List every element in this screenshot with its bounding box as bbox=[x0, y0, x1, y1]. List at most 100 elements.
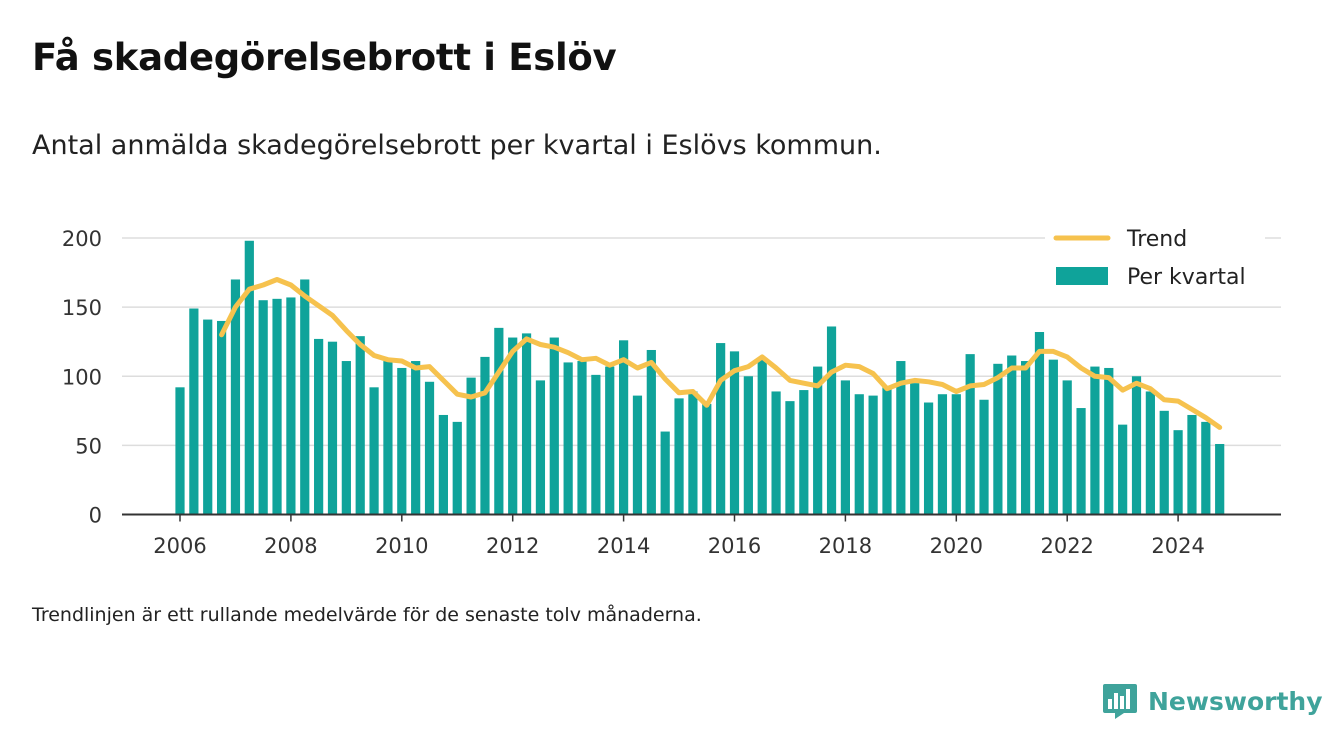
bar bbox=[272, 298, 282, 515]
y-tick-label: 200 bbox=[62, 227, 102, 251]
chart-subtitle: Antal anmälda skadegörelsebrott per kvar… bbox=[32, 130, 882, 161]
bar bbox=[591, 374, 601, 515]
bar bbox=[646, 349, 656, 515]
bar bbox=[300, 279, 310, 515]
bar bbox=[826, 326, 837, 515]
bar bbox=[383, 361, 393, 515]
bar bbox=[799, 390, 809, 515]
bar bbox=[577, 361, 587, 515]
bar bbox=[189, 308, 199, 515]
legend-bar-swatch bbox=[1056, 267, 1108, 285]
bar bbox=[1159, 410, 1169, 515]
bar bbox=[674, 398, 684, 515]
bar bbox=[1048, 359, 1058, 515]
bar bbox=[1021, 361, 1031, 515]
bar bbox=[702, 403, 712, 515]
bar bbox=[1173, 430, 1183, 515]
bar-series bbox=[175, 240, 1225, 515]
x-axis-ticks: 2006 2008 2010 2012 2014 2016 2018 2020 2022 2024 bbox=[153, 514, 1205, 558]
brand-name: Newsworthy bbox=[1148, 686, 1323, 716]
bar bbox=[258, 300, 268, 515]
bar bbox=[785, 401, 795, 515]
bar bbox=[175, 387, 185, 515]
bar bbox=[1201, 421, 1211, 515]
bar bbox=[327, 341, 338, 515]
bar bbox=[508, 337, 518, 515]
legend: Trend Per kvartal bbox=[1045, 222, 1265, 297]
bar bbox=[369, 387, 379, 515]
bar bbox=[716, 343, 726, 515]
bar bbox=[854, 394, 864, 515]
bar bbox=[1145, 391, 1155, 515]
y-axis-tick-labels: 0 50 100 150 200 bbox=[62, 227, 102, 528]
bar bbox=[993, 363, 1003, 515]
x-tick-label: 2012 bbox=[486, 534, 539, 558]
bar bbox=[314, 338, 324, 515]
x-tick-label: 2018 bbox=[819, 534, 872, 558]
x-tick-label: 2020 bbox=[930, 534, 983, 558]
legend-bar-label: Per kvartal bbox=[1127, 265, 1246, 290]
y-tick-label: 100 bbox=[62, 365, 102, 389]
bar bbox=[341, 361, 351, 515]
y-tick-label: 50 bbox=[75, 434, 102, 458]
bar bbox=[688, 391, 698, 515]
bar bbox=[549, 337, 559, 515]
chart-title: Få skadegörelsebrott i Eslöv bbox=[32, 36, 617, 79]
x-tick-label: 2016 bbox=[708, 534, 761, 558]
bar bbox=[896, 361, 906, 515]
trend-line bbox=[219, 277, 1223, 430]
bar bbox=[910, 383, 920, 515]
bar bbox=[535, 380, 546, 515]
x-tick-label: 2008 bbox=[264, 534, 317, 558]
newsworthy-logo[interactable]: Newsworthy bbox=[1102, 682, 1323, 720]
bar bbox=[203, 319, 213, 515]
bar bbox=[411, 361, 421, 515]
x-tick-label: 2022 bbox=[1040, 534, 1093, 558]
bar bbox=[1118, 424, 1128, 515]
bar bbox=[813, 366, 823, 515]
bar-chart-speech-bubble-icon bbox=[1103, 684, 1137, 719]
bar bbox=[466, 377, 476, 515]
x-tick-label: 2014 bbox=[597, 534, 650, 558]
bar bbox=[605, 366, 615, 515]
bar bbox=[1076, 408, 1086, 515]
x-tick-label: 2010 bbox=[375, 534, 428, 558]
bar bbox=[923, 402, 934, 515]
y-tick-label: 150 bbox=[62, 296, 102, 320]
bar bbox=[771, 391, 781, 515]
y-tick-label: 0 bbox=[89, 504, 102, 528]
x-tick-label: 2006 bbox=[153, 534, 206, 558]
chart: 0 50 100 150 200 2006 2008 2010 2012 2014 2016 201… bbox=[61, 222, 1281, 558]
bar bbox=[965, 354, 975, 515]
bar bbox=[521, 333, 532, 515]
bar bbox=[480, 356, 490, 515]
bar bbox=[660, 431, 670, 515]
bar bbox=[979, 399, 989, 515]
bar bbox=[757, 358, 767, 515]
bar bbox=[1062, 380, 1072, 515]
bar bbox=[1034, 332, 1045, 515]
bar bbox=[1090, 366, 1100, 515]
bar bbox=[937, 394, 948, 515]
bar bbox=[1215, 443, 1225, 515]
bar bbox=[951, 394, 961, 515]
bar bbox=[1104, 367, 1114, 515]
bar bbox=[1131, 376, 1142, 515]
bar bbox=[355, 336, 365, 515]
bar bbox=[494, 327, 504, 515]
x-tick-label: 2024 bbox=[1151, 534, 1204, 558]
bar bbox=[286, 297, 296, 515]
bar bbox=[619, 340, 629, 515]
bar bbox=[563, 362, 573, 515]
bar bbox=[424, 381, 435, 515]
bar bbox=[882, 387, 892, 515]
bar bbox=[216, 320, 227, 515]
bar bbox=[244, 240, 254, 515]
bar bbox=[230, 279, 241, 515]
bar bbox=[452, 421, 462, 515]
bar bbox=[729, 351, 740, 515]
bar bbox=[397, 367, 407, 515]
footnote: Trendlinjen är ett rullande medelvärde f… bbox=[32, 604, 702, 626]
bar bbox=[840, 380, 850, 515]
bar bbox=[868, 395, 878, 515]
